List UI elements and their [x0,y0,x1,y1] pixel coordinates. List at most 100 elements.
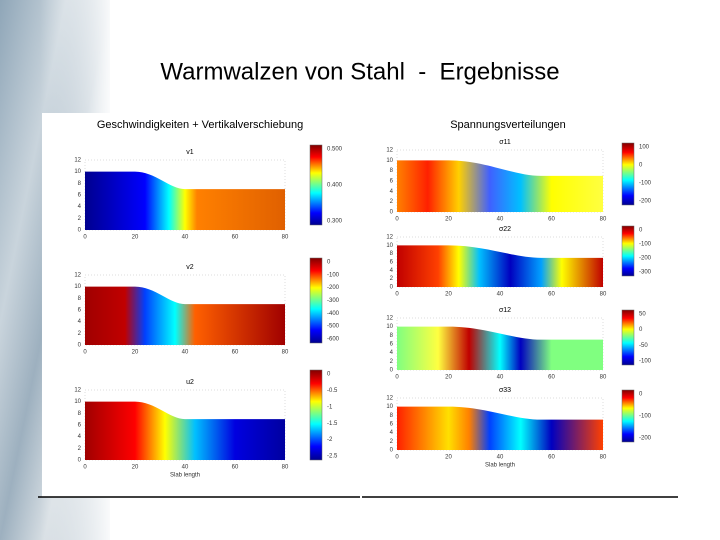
y-tick-label: 6 [390,422,394,428]
colorbar-tick-label: 0.500 [327,147,343,153]
colorbar-tick-label: -400 [327,311,340,317]
x-tick-label: 20 [132,465,139,471]
y-tick-label: 4 [390,268,394,274]
y-tick-label: 8 [78,296,82,302]
colorbar [621,225,635,277]
y-tick-label: 2 [390,359,394,365]
left-heading: Geschwindigkeiten + Vertikalverschiebung [97,119,303,131]
colorbar-tick-label: 0 [327,260,331,266]
y-tick-label: 2 [78,446,82,452]
slab-field [397,326,603,370]
y-tick-label: 0 [78,343,82,349]
colorbar-tick-label: -100 [639,242,652,248]
x-tick-label: 0 [395,375,399,381]
y-tick-label: 2 [78,331,82,337]
x-tick-label: 60 [548,455,555,461]
x-tick-label: 40 [497,217,504,223]
y-tick-label: 12 [74,158,81,164]
colorbar-tick-label: -600 [327,337,340,343]
x-tick-label: 80 [282,350,289,356]
colorbar [621,309,635,366]
colorbar-tick-label: 0 [639,228,643,234]
y-tick-label: 8 [78,181,82,187]
colorbar-tick-label: 0 [639,392,643,398]
y-tick-label: 8 [390,333,394,339]
y-tick-label: 6 [78,193,82,199]
colorbar-tick-label: -200 [639,256,652,262]
panel-label: u2 [186,379,194,386]
colorbar-tick-label: 50 [639,312,646,318]
x-tick-label: 80 [282,465,289,471]
x-tick-label: 0 [395,455,399,461]
colorbar-tick-label: 0 [327,372,331,378]
y-tick-label: 10 [386,158,393,164]
x-tick-label: 80 [600,455,607,461]
y-tick-label: 2 [78,216,82,222]
x-tick-label: 0 [83,350,87,356]
colorbar-tick-label: 0.300 [327,219,343,225]
y-tick-label: 2 [390,439,394,445]
y-tick-label: 8 [390,413,394,419]
y-tick-label: 10 [74,284,81,290]
slab-field [85,286,285,345]
panel-label: σ12 [499,307,511,314]
y-tick-label: 10 [386,243,393,249]
right-heading: Spannungsverteilungen [450,119,566,131]
x-tick-label: 40 [182,350,189,356]
y-tick-label: 4 [78,434,82,440]
colorbar-tick-label: 0 [639,163,643,169]
y-tick-label: 6 [390,179,394,185]
colorbar-tick-label: -100 [327,272,340,278]
panel-label: σ22 [499,226,511,233]
colorbar-tick-label: -300 [327,298,340,304]
x-tick-label: 20 [445,455,452,461]
x-tick-label: 20 [445,292,452,298]
y-tick-label: 2 [390,199,394,205]
slab-field [397,245,603,287]
y-tick-label: 8 [78,411,82,417]
x-tick-label: 0 [83,235,87,241]
colorbar-tick-label: 0 [639,327,643,333]
y-tick-label: 10 [74,399,81,405]
y-tick-label: 0 [78,228,82,234]
y-tick-label: 6 [78,308,82,314]
y-tick-label: 8 [390,168,394,174]
y-tick-label: 12 [386,235,393,241]
y-tick-label: 6 [390,260,394,266]
colorbar-tick-label: -200 [639,199,652,205]
x-tick-label: 80 [600,375,607,381]
colorbar-tick-label: -200 [327,285,340,291]
x-tick-label: 20 [132,235,139,241]
colorbar [621,142,635,206]
colorbar-tick-label: -0.5 [327,388,338,394]
y-tick-label: 4 [390,350,394,356]
x-tick-label: 40 [182,235,189,241]
y-tick-label: 8 [390,251,394,257]
colorbar-tick-label: -2.5 [327,454,338,460]
y-tick-label: 10 [74,169,81,175]
colorbar-tick-label: -50 [639,343,648,349]
colorbar-tick-label: -300 [639,270,652,276]
colorbar [621,389,635,443]
slab-field [397,160,603,212]
y-tick-label: 0 [390,285,394,291]
y-tick-label: 0 [390,210,394,216]
colorbar-tick-label: 100 [639,145,650,151]
x-tick-label: 60 [232,350,239,356]
y-tick-label: 2 [390,276,394,282]
panel-label: v2 [186,264,194,271]
x-tick-label: 60 [232,465,239,471]
y-tick-label: 12 [386,316,393,322]
x-tick-label: 40 [497,455,504,461]
y-tick-label: 4 [78,319,82,325]
y-tick-label: 0 [390,448,394,454]
x-tick-label: 0 [395,217,399,223]
x-axis-label: Slab length [170,473,200,479]
colorbar-tick-label: -500 [327,324,340,330]
slab-field [397,406,603,450]
x-axis-label: Slab length [485,463,515,469]
